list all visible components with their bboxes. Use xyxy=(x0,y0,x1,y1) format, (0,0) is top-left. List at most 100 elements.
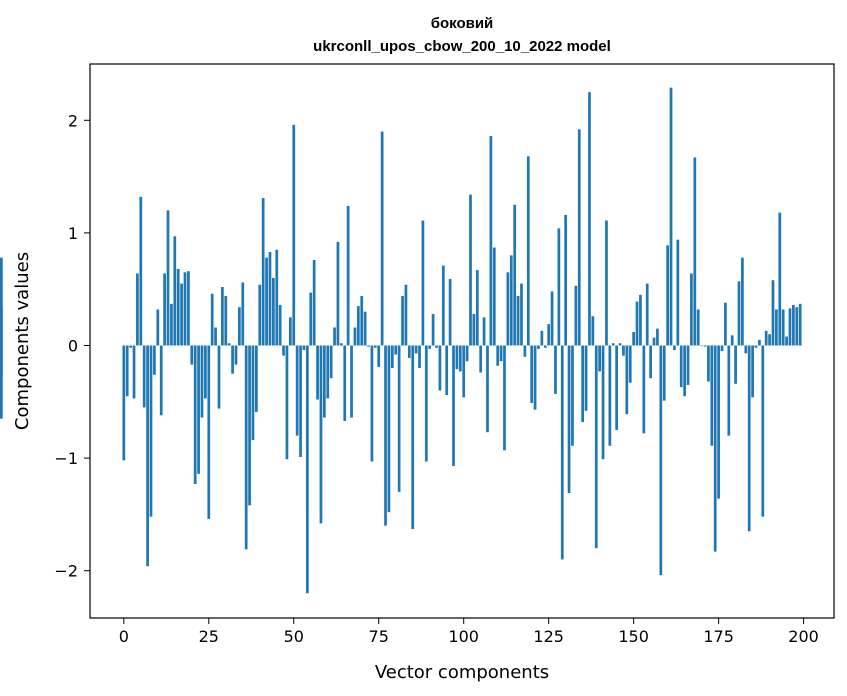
bar-172 xyxy=(707,345,710,382)
bar-55 xyxy=(309,292,313,346)
bar-157 xyxy=(656,328,659,346)
bar-195 xyxy=(785,336,788,346)
bar-110 xyxy=(496,345,500,366)
bar-89 xyxy=(424,345,428,462)
bar-182 xyxy=(741,257,744,346)
bar-95 xyxy=(445,345,449,396)
x-tick-label-100: 100 xyxy=(448,627,479,646)
bar-86 xyxy=(414,345,418,354)
bar-undefined xyxy=(0,345,3,376)
bar-128 xyxy=(557,228,561,346)
bar-96 xyxy=(448,279,452,346)
bar-163 xyxy=(676,239,680,346)
bar-69 xyxy=(356,306,360,346)
bar-49 xyxy=(289,317,292,346)
bar-84 xyxy=(407,345,411,358)
bar-106 xyxy=(482,317,486,346)
x-tick-label-150: 150 xyxy=(618,627,649,646)
bar-103 xyxy=(472,313,476,346)
bar-2 xyxy=(129,345,132,348)
bar-121 xyxy=(533,345,537,410)
plot-frame xyxy=(89,63,835,619)
bar-107 xyxy=(486,345,489,433)
bar-112 xyxy=(503,345,506,451)
bar-72 xyxy=(367,345,370,347)
bar-170 xyxy=(700,345,703,346)
bar-3 xyxy=(132,345,136,399)
bar-29 xyxy=(221,286,224,346)
chart-title-line1: боковий xyxy=(431,15,494,32)
bar-94 xyxy=(441,265,445,346)
bar-27 xyxy=(214,327,217,346)
bar-59 xyxy=(322,345,326,418)
bar-158 xyxy=(659,345,663,576)
bar-90 xyxy=(428,345,432,349)
bar-22 xyxy=(197,345,200,474)
y-axis-ticks: −2 −1 0 1 2 xyxy=(54,111,90,581)
bar-5 xyxy=(139,196,143,346)
x-tick-label-125: 125 xyxy=(533,627,564,646)
x-tick-label-200: 200 xyxy=(788,627,819,646)
bar-194 xyxy=(781,309,785,346)
bar-34 xyxy=(238,307,241,346)
bar-176 xyxy=(720,345,724,352)
bar-78 xyxy=(387,345,391,513)
bar-47 xyxy=(282,345,285,356)
bar-124 xyxy=(543,345,547,348)
bar-99 xyxy=(458,345,462,372)
bar-141 xyxy=(601,345,605,460)
bar-79 xyxy=(390,345,394,369)
bar-119 xyxy=(526,156,530,346)
bar-108 xyxy=(489,136,493,346)
bar-7 xyxy=(146,345,149,567)
bar-178 xyxy=(727,345,731,436)
bar-187 xyxy=(758,339,761,346)
bar-184 xyxy=(747,345,751,532)
bar-61 xyxy=(329,345,333,379)
bar-101 xyxy=(465,345,469,362)
bar-13 xyxy=(166,210,170,346)
bar-151 xyxy=(635,301,639,346)
bar-179 xyxy=(730,335,734,346)
bar-16 xyxy=(176,268,180,346)
bar-21 xyxy=(193,345,197,484)
bar-149 xyxy=(628,345,632,383)
bar-66 xyxy=(346,205,350,346)
bar-9 xyxy=(153,345,156,375)
bar-81 xyxy=(397,345,401,492)
bar-12 xyxy=(163,273,166,346)
bar-97 xyxy=(452,345,455,466)
bar-undefined xyxy=(0,257,3,346)
chart-title-line2: ukrconll_upos_cbow_200_10_2022 model xyxy=(313,38,611,55)
bar-85 xyxy=(411,345,415,530)
bar-63 xyxy=(336,241,340,346)
bar-88 xyxy=(421,220,425,346)
bar-171 xyxy=(703,345,707,347)
bar-48 xyxy=(285,345,289,460)
bar-199 xyxy=(798,303,802,346)
bar-10 xyxy=(156,309,160,346)
bar-57 xyxy=(316,345,319,400)
bar-192 xyxy=(775,309,778,346)
bar-152 xyxy=(639,294,642,346)
bar-118 xyxy=(523,345,527,357)
bar-127 xyxy=(554,345,557,394)
bar-130 xyxy=(564,214,568,346)
bar-113 xyxy=(506,272,510,346)
bar-33 xyxy=(234,345,238,365)
bar-53 xyxy=(302,345,306,350)
bar-105 xyxy=(479,345,483,373)
bar-4 xyxy=(136,273,139,346)
bar-6 xyxy=(142,345,146,408)
bar-129 xyxy=(560,345,564,560)
bar-67 xyxy=(350,345,353,418)
bar-117 xyxy=(520,283,523,346)
bar-56 xyxy=(312,259,316,346)
bar-134 xyxy=(577,129,581,346)
bar-162 xyxy=(673,345,676,350)
bar-154 xyxy=(645,283,649,346)
bar-46 xyxy=(278,304,282,346)
bar-42 xyxy=(265,257,268,346)
bar-24 xyxy=(204,345,207,399)
bar-0 xyxy=(122,345,126,461)
